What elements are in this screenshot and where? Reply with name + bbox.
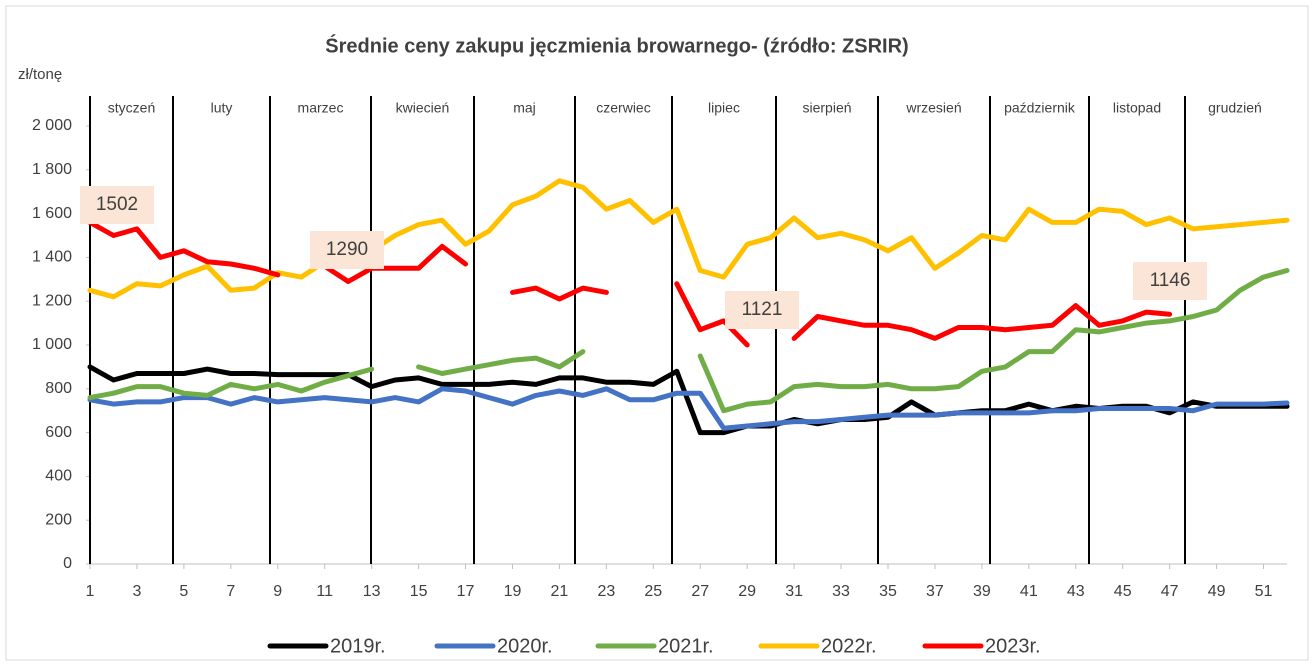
x-tick-label: 29 [738,583,756,600]
x-tick-label: 41 [1020,583,1038,600]
series-line [87,219,1173,348]
month-label: czerwiec [596,100,650,116]
annotation-box [1133,262,1207,300]
y-tick-label: 200 [45,511,72,528]
x-tick-label: 13 [363,583,381,600]
annotation-box [725,291,799,329]
x-tick-label: 7 [226,583,235,600]
y-tick-label: 1 200 [32,292,72,309]
legend-label: 2022r. [821,635,877,657]
annotation-label: 1121 [742,299,783,320]
annotation-box [310,231,384,269]
legend-label: 2023r. [985,635,1041,657]
month-label: grudzień [1208,100,1262,116]
x-tick-label: 19 [504,583,522,600]
y-tick-label: 600 [45,424,72,441]
month-label: maj [513,100,536,116]
legend-label: 2021r. [658,635,714,657]
annotation-box [80,186,154,224]
month-label: luty [211,100,233,116]
month-label: sierpień [802,100,851,116]
x-tick-label: 15 [410,583,428,600]
x-tick-label: 49 [1208,583,1226,600]
x-tick-label: 9 [273,583,282,600]
x-tick-label: 51 [1255,583,1273,600]
x-tick-label: 5 [179,583,188,600]
annotation-label: 1146 [1150,270,1191,291]
x-tick-label: 35 [879,583,897,600]
y-tick-label: 800 [45,380,72,397]
month-label: marzec [298,100,344,116]
y-tick-label: 0 [63,555,72,572]
y-tick-label: 2 000 [32,117,72,134]
y-tick-label: 400 [45,468,72,485]
x-tick-label: 11 [316,583,333,600]
x-tick-label: 25 [644,583,662,600]
x-tick-label: 39 [973,583,991,600]
x-tick-label: 37 [926,583,944,600]
x-tick-label: 17 [457,583,475,600]
x-tick-label: 21 [551,583,569,600]
x-tick-label: 43 [1067,583,1085,600]
chart-title: Średnie ceny zakupu jęczmienia browarneg… [325,33,908,57]
y-tick-label: 1 000 [32,336,72,353]
legend-label: 2020r. [497,635,553,657]
series-line [87,178,1290,300]
month-label: wrzesień [905,100,961,116]
x-tick-label: 1 [86,583,95,600]
month-label: styczeń [108,100,155,116]
series-line [87,386,1290,431]
annotation-label: 1290 [326,239,368,260]
x-tick-label: 31 [785,583,803,600]
y-tick-label: 1 800 [32,161,72,178]
annotation-label: 1502 [96,194,138,215]
month-label: lipiec [708,100,740,116]
legend-label: 2019r. [330,635,386,657]
month-label: listopad [1113,100,1161,116]
x-tick-label: 23 [597,583,615,600]
y-tick-label: 1 600 [32,205,72,222]
month-label: październik [1004,100,1076,116]
x-tick-label: 27 [691,583,709,600]
month-label: kwiecień [396,100,450,116]
y-axis-label: zł/tonę [18,66,62,83]
x-tick-label: 3 [132,583,141,600]
x-tick-label: 45 [1114,583,1132,600]
x-tick-label: 33 [832,583,850,600]
series-line [87,268,1290,414]
x-tick-label: 47 [1161,583,1179,600]
y-tick-label: 1 400 [32,249,72,266]
